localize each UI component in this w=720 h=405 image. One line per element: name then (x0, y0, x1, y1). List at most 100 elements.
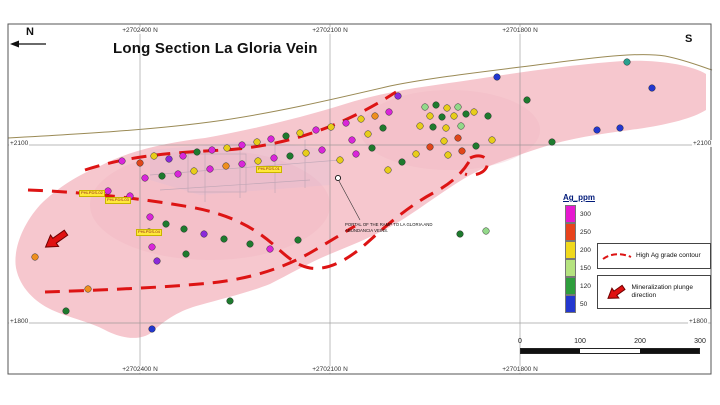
drillhole-intercept-dot (412, 150, 420, 158)
drillhole-intercepts (31, 58, 656, 333)
compass-north-label: N (26, 26, 34, 38)
drillhole-intercept-dot (267, 135, 275, 143)
drillhole-intercept-dot (174, 170, 182, 178)
drillhole-intercept-dot (648, 84, 656, 92)
legend-class-label: 150 (580, 264, 591, 272)
drillhole-label: PHLPDS-02 (79, 190, 105, 197)
grid-lines (8, 24, 711, 374)
drillhole-intercept-dot (523, 96, 531, 104)
drillhole-intercept-dot (398, 158, 406, 166)
drillhole-intercept-dot (158, 172, 166, 180)
elev-label-right-2100: +2100 (692, 140, 713, 147)
drillhole-intercept-dot (416, 122, 424, 130)
drillhole-intercept-dot (165, 155, 173, 163)
drillhole-intercept-dot (379, 124, 387, 132)
legend-class-label: 250 (580, 228, 591, 236)
drillhole-intercept-dot (141, 174, 149, 182)
grid-label-top-1: +2702400 N (121, 27, 159, 34)
compass-south-label: S (685, 33, 693, 45)
drillhole-intercept-dot (62, 307, 70, 315)
drillhole-intercept-dot (457, 122, 465, 130)
drillhole-intercept-dot (150, 152, 158, 160)
drillhole-intercept-dot (472, 142, 480, 150)
drillhole-intercept-dot (454, 103, 462, 111)
drillhole-intercept-dot (352, 150, 360, 158)
north-arrow-icon (10, 40, 46, 48)
dashed-contour-icon (602, 253, 632, 260)
drillhole-intercept-dot (593, 126, 601, 134)
drillhole-intercept-dot (384, 166, 392, 174)
scale-tick-200: 200 (634, 338, 646, 345)
legend-class-300: 300 (565, 205, 591, 223)
drillhole-intercept-dot (296, 129, 304, 137)
drillhole-intercept-dot (394, 92, 402, 100)
drillhole-intercept-dot (432, 101, 440, 109)
scale-bar: 0 100 200 300 (518, 338, 706, 358)
drillhole-intercept-dot (222, 162, 230, 170)
drillhole-intercept-dot (348, 136, 356, 144)
drillhole-intercept-dot (493, 73, 501, 81)
plunge-arrow-legend-icon (607, 284, 626, 299)
drillhole-intercept-dot (266, 245, 274, 253)
portal-annotation: PORTAL OF THE RAMP TO LA GLORIA AND ABUN… (345, 222, 433, 234)
grid-label-bottom-2: +2702100 N (311, 366, 349, 373)
drillhole-intercept-dot (136, 159, 144, 167)
drillhole-intercept-dot (623, 58, 631, 66)
drillhole-label: PHLPDS-01 (256, 166, 282, 173)
drillhole-intercept-dot (312, 126, 320, 134)
elev-label-left-2100: +2100 (9, 140, 30, 147)
drillhole-intercept-dot (318, 146, 326, 154)
drillhole-intercept-dot (470, 108, 478, 116)
drillhole-intercept-dot (429, 123, 437, 131)
page-title: Long Section La Gloria Vein (113, 40, 318, 57)
grid-label-bottom-3: +2701800 N (501, 366, 539, 373)
drillhole-intercept-dot (368, 144, 376, 152)
drillhole-intercept-dot (443, 104, 451, 112)
legend-class-50: 50 (565, 295, 591, 313)
portal-leader-line (338, 180, 361, 221)
legend-class-label: 300 (580, 210, 591, 218)
legend-plunge-label: Mineralization plunge direction (631, 283, 693, 299)
scale-tick-300: 300 (694, 338, 706, 345)
drillhole-intercept-dot (220, 235, 228, 243)
drillhole-intercept-dot (253, 138, 261, 146)
drillhole-intercept-dot (270, 154, 278, 162)
drillhole-intercept-dot (454, 134, 462, 142)
drillhole-intercept-dot (364, 130, 372, 138)
drillhole-intercept-dot (148, 243, 156, 251)
legend-color-chip (565, 223, 576, 241)
legend-color-chip (565, 241, 576, 259)
drillhole-intercept-dot (336, 156, 344, 164)
drillhole-intercept-dot (488, 136, 496, 144)
drillhole-intercept-dot (193, 148, 201, 156)
legend-color-chip (565, 277, 576, 295)
drillhole-intercept-dot (327, 123, 335, 131)
drillhole-intercept-dot (162, 220, 170, 228)
drillhole-intercept-dot (208, 146, 216, 154)
drillhole-intercept-dot (223, 144, 231, 152)
drillhole-intercept-dot (385, 108, 393, 116)
vein-inner-shade-2 (360, 90, 540, 170)
legend-color-chip (565, 259, 576, 277)
drillhole-intercept-dot (484, 112, 492, 120)
scale-tick-100: 100 (574, 338, 586, 345)
drillhole-intercept-dot (426, 112, 434, 120)
legend-class-120: 120 (565, 277, 591, 295)
legend-plunge-box: Mineralization plunge direction (597, 275, 711, 309)
drillhole-intercept-dot (456, 230, 464, 238)
legend-color-chip (565, 205, 576, 223)
drillhole-intercept-dot (226, 297, 234, 305)
drillhole-intercept-dot (482, 227, 490, 235)
drillhole-intercept-dot (616, 124, 624, 132)
drillhole-intercept-dot (31, 253, 39, 261)
drillhole-intercept-dot (444, 151, 452, 159)
grid-label-top-2: +2702100 N (311, 27, 349, 34)
drillhole-intercept-dot (442, 124, 450, 132)
legend-contour-box: High Ag grade contour (597, 243, 711, 269)
drillhole-intercept-dot (462, 110, 470, 118)
drillhole-intercept-dot (153, 257, 161, 265)
drillhole-intercept-dot (438, 113, 446, 121)
drillhole-intercept-dot (357, 115, 365, 123)
drillhole-intercept-dot (246, 240, 254, 248)
